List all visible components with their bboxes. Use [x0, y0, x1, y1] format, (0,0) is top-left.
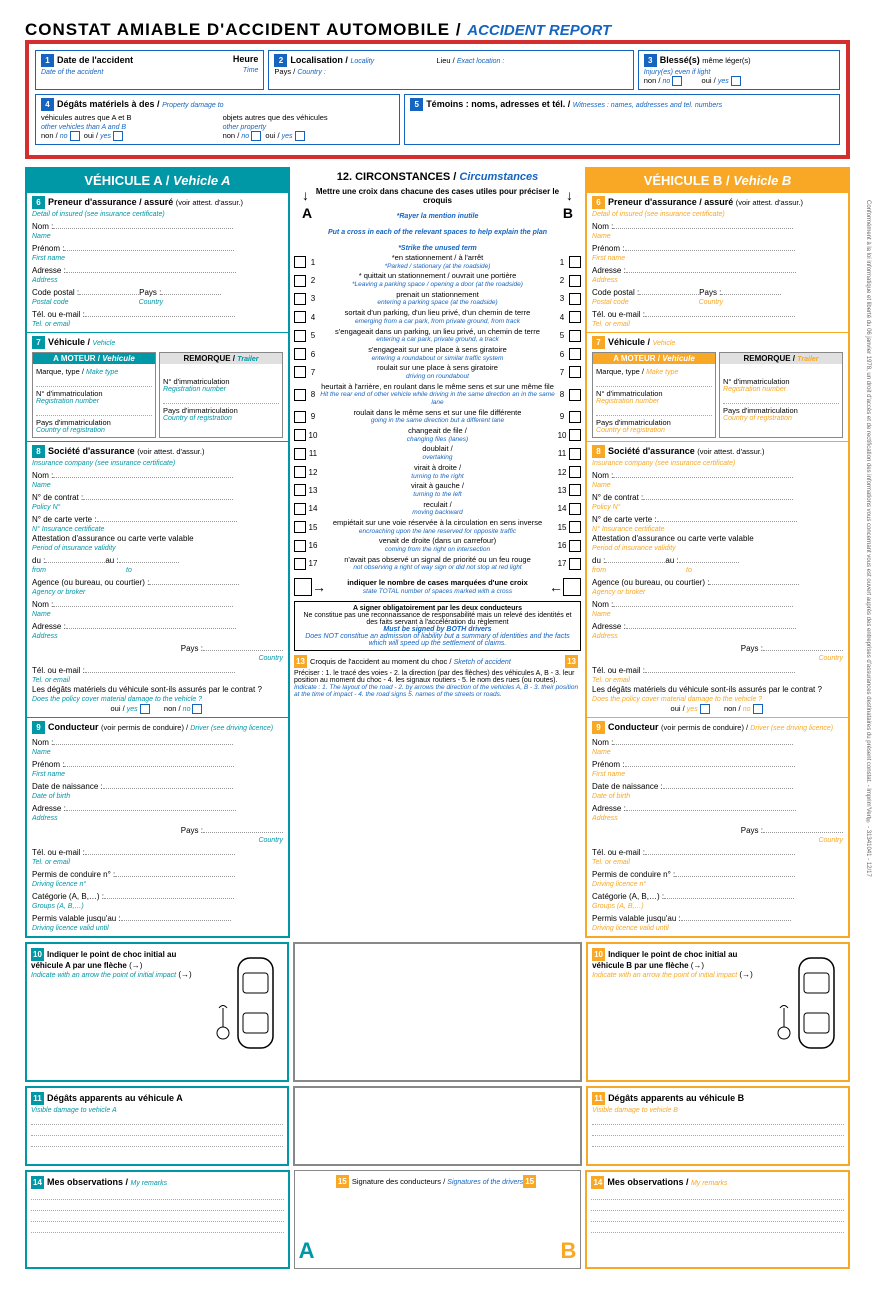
- section-9-b: 9Conducteur (voir permis de conduire) / …: [587, 717, 848, 936]
- circumstances-column: 12. CIRCONSTANCES / Circumstances ↓Mettr…: [294, 167, 581, 938]
- section-6-a: 6Preneur d'assurance / assuré (voir atte…: [27, 192, 288, 332]
- section-9-a: 9Conducteur (voir permis de conduire) / …: [27, 717, 288, 936]
- b-cov-no[interactable]: [753, 704, 763, 714]
- circ-a-14[interactable]: [294, 503, 306, 515]
- dmg-veh-yes[interactable]: [113, 131, 123, 141]
- circ-row-13: 13virait à gauche / turning to the left1…: [294, 481, 581, 499]
- side-legal-text: Conformément à la loi informatique et li…: [865, 200, 871, 877]
- circ-a-2[interactable]: [294, 275, 306, 287]
- circ-row-1: 1*en stationnement / à l'arrêt*Parked / …: [294, 253, 581, 271]
- section-10-a: 10Indiquer le point de choc initial au v…: [25, 942, 289, 1082]
- section-11-b[interactable]: 11Dégâts apparents au véhicule BVisible …: [586, 1086, 850, 1166]
- sketch-area[interactable]: [293, 942, 582, 1082]
- circ-row-14: 14reculait / moving backward14: [294, 500, 581, 518]
- section-7-a: 7Véhicule / Vehicle A MOTEUR / Vehicule …: [27, 332, 288, 441]
- circ-row-10: 10changeait de file / changing files (la…: [294, 426, 581, 444]
- circ-a-4[interactable]: [294, 311, 306, 323]
- a-cov-no[interactable]: [192, 704, 202, 714]
- dmg-veh-no[interactable]: [70, 131, 80, 141]
- circ-b-2[interactable]: [569, 275, 581, 287]
- circ-row-8: 8heurtait à l'arrière, en roulant dans l…: [294, 382, 581, 408]
- circ-b-10[interactable]: [569, 429, 581, 441]
- top-red-frame: 1Date de l'accident Heure Date of the ac…: [25, 40, 850, 159]
- circ-row-7: 7roulait sur une place à sens giratoired…: [294, 363, 581, 381]
- circ-a-11[interactable]: [294, 448, 306, 460]
- injury-no-checkbox[interactable]: [672, 76, 682, 86]
- circ-b-14[interactable]: [569, 503, 581, 515]
- circ-row-11: 11doublait / overtaking11: [294, 444, 581, 462]
- circ-b-6[interactable]: [569, 348, 581, 360]
- circ-b-3[interactable]: [569, 293, 581, 305]
- vehicle-a-column: VÉHICULE A / Vehicle A 6Preneur d'assura…: [25, 167, 290, 938]
- injury-yes-checkbox[interactable]: [731, 76, 741, 86]
- circ-b-4[interactable]: [569, 311, 581, 323]
- section-8-a: 8Société d'assurance (voir attest. d'ass…: [27, 441, 288, 717]
- sketch-area-2[interactable]: [293, 1086, 582, 1166]
- car-a-icon: [213, 948, 283, 1058]
- circ-b-9[interactable]: [569, 411, 581, 423]
- total-b[interactable]: [563, 578, 581, 596]
- circ-row-5: 5s'engageait dans un parking, un lieu pr…: [294, 327, 581, 345]
- circ-a-8[interactable]: [294, 389, 306, 401]
- circ-b-12[interactable]: [569, 466, 581, 478]
- section-11-a[interactable]: 11Dégâts apparents au véhicule AVisible …: [25, 1086, 289, 1166]
- circ-a-17[interactable]: [294, 558, 306, 570]
- circ-a-12[interactable]: [294, 466, 306, 478]
- circ-row-16: 16venait de droite (dans un carrefour)co…: [294, 536, 581, 554]
- circ-a-7[interactable]: [294, 366, 306, 378]
- circ-a-3[interactable]: [294, 293, 306, 305]
- circ-row-15: 15empiétait sur une voie réservée à la c…: [294, 518, 581, 536]
- box-date: 1Date de l'accident Heure Date of the ac…: [35, 50, 264, 90]
- circ-row-3: 3prenait un stationnemententering a park…: [294, 290, 581, 308]
- circ-a-6[interactable]: [294, 348, 306, 360]
- circ-a-10[interactable]: [294, 429, 306, 441]
- circ-row-17: 17n'avait pas observé un signal de prior…: [294, 555, 581, 573]
- section-8-b: 8Société d'assurance (voir attest. d'ass…: [587, 441, 848, 717]
- sign-notice: A signer obligatoirement par les deux co…: [294, 601, 581, 651]
- dmg-obj-no[interactable]: [251, 131, 261, 141]
- main-title: CONSTAT AMIABLE D'ACCIDENT AUTOMOBILE / …: [25, 20, 850, 40]
- circ-a-13[interactable]: [294, 484, 306, 496]
- circ-b-13[interactable]: [569, 484, 581, 496]
- section-7-b: 7Véhicule / Vehicle A MOTEUR / Vehicule …: [587, 332, 848, 441]
- circ-a-1[interactable]: [294, 256, 306, 268]
- circ-b-1[interactable]: [569, 256, 581, 268]
- circ-row-2: 2* quittait un stationnement / ouvrait u…: [294, 271, 581, 289]
- section-14-b[interactable]: 14Mes observations / My remarks: [585, 1170, 850, 1269]
- circ-b-7[interactable]: [569, 366, 581, 378]
- circ-a-9[interactable]: [294, 411, 306, 423]
- section-6-b: 6Preneur d'assurance / assuré (voir atte…: [587, 192, 848, 332]
- circ-b-5[interactable]: [569, 330, 581, 342]
- circ-a-5[interactable]: [294, 330, 306, 342]
- circ-b-11[interactable]: [569, 448, 581, 460]
- total-a[interactable]: [294, 578, 312, 596]
- box-location: 2Localisation / Locality Lieu / Exact lo…: [268, 50, 633, 90]
- circ-b-17[interactable]: [569, 558, 581, 570]
- circ-row-9: 9roulait dans le même sens et sur une fi…: [294, 408, 581, 426]
- circ-b-16[interactable]: [569, 540, 581, 552]
- section-10-b: 10Indiquer le point de choc initial au v…: [586, 942, 850, 1082]
- section-14-a[interactable]: 14Mes observations / My remarks: [25, 1170, 290, 1269]
- circ-b-8[interactable]: [569, 389, 581, 401]
- circ-row-4: 4sortait d'un parking, d'un lieu privé, …: [294, 308, 581, 326]
- a-cov-yes[interactable]: [140, 704, 150, 714]
- box-witnesses[interactable]: 5Témoins : noms, adresses et tél. / Witn…: [404, 94, 840, 145]
- dmg-obj-yes[interactable]: [295, 131, 305, 141]
- section-15[interactable]: 15Signature des conducteurs / Signatures…: [294, 1170, 582, 1269]
- box-injury: 3Blessé(s) même léger(s) Injury(es) even…: [638, 50, 840, 90]
- circ-a-16[interactable]: [294, 540, 306, 552]
- section-13: 13Croquis de l'accident au moment du cho…: [294, 655, 581, 698]
- box-damage: 4Dégâts matériels à des / Property damag…: [35, 94, 400, 145]
- circ-b-15[interactable]: [569, 521, 581, 533]
- circ-row-12: 12virait à droite / turning to the right…: [294, 463, 581, 481]
- circ-a-15[interactable]: [294, 521, 306, 533]
- circ-row-6: 6s'engageait sur une place à sens girato…: [294, 345, 581, 363]
- car-b-icon: [774, 948, 844, 1058]
- b-cov-yes[interactable]: [700, 704, 710, 714]
- vehicle-b-column: VÉHICULE B / Vehicle B 6Preneur d'assura…: [585, 167, 850, 938]
